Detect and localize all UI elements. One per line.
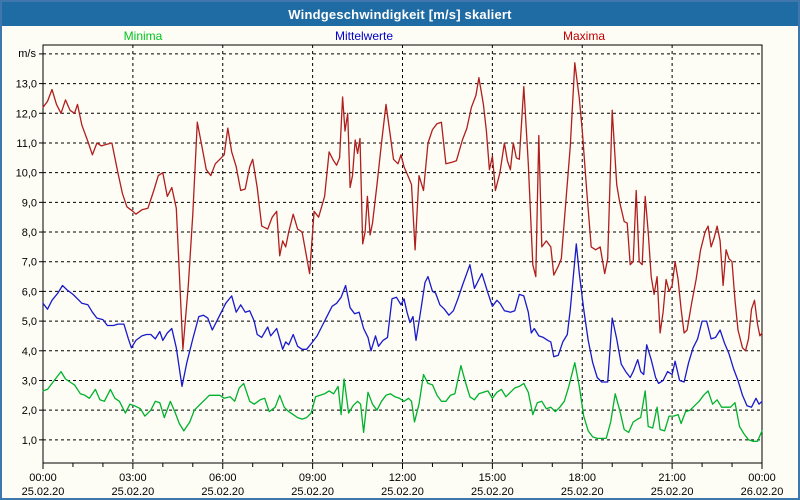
x-tick-date-label: 25.02.20 [651, 486, 694, 498]
legend-item-mittelwerte: Mittelwerte [334, 29, 394, 43]
y-tick-label: 8,0 [22, 227, 37, 239]
x-tick-time-label: 12:00 [389, 472, 417, 484]
y-tick-label: 7,0 [22, 257, 37, 269]
y-tick-label: 10,0 [16, 168, 37, 180]
x-tick-date-label: 25.02.20 [381, 486, 424, 498]
y-tick-label: 9,0 [22, 197, 37, 209]
series-line-mittelwerte [42, 243, 763, 408]
y-tick-label: 11,0 [16, 138, 37, 150]
x-tick-time-label: 09:00 [299, 472, 327, 484]
x-tick-date-label: 26.02.20 [741, 486, 784, 498]
y-tick-label: 4,0 [22, 346, 37, 358]
x-tick-time-label: 06:00 [209, 472, 237, 484]
legend-item-maxima: Maxima [562, 29, 606, 43]
y-axis-unit-label: m/s [18, 48, 36, 60]
x-tick-date-label: 25.02.20 [471, 486, 514, 498]
chart-legend: Minima Mittelwerte Maxima [2, 27, 798, 45]
x-tick-time-label: 15:00 [479, 472, 507, 484]
x-tick-date-label: 25.02.20 [291, 486, 334, 498]
series-line-minima [42, 362, 763, 442]
x-tick-time-label: 21:00 [658, 472, 686, 484]
x-tick-time-label: 00:00 [748, 472, 776, 484]
y-tick-label: 13,0 [16, 79, 37, 91]
y-tick-label: 2,0 [22, 405, 37, 417]
x-tick-time-label: 03:00 [119, 472, 147, 484]
x-tick-date-label: 25.02.20 [22, 486, 65, 498]
x-tick-date-label: 25.02.20 [561, 486, 604, 498]
series-line-maxima [42, 62, 763, 352]
legend-item-minima: Minima [123, 29, 163, 43]
y-tick-label: 6,0 [22, 286, 37, 298]
y-tick-label: 12,0 [16, 108, 37, 120]
x-tick-time-label: 18:00 [568, 472, 596, 484]
x-tick-date-label: 25.02.20 [201, 486, 244, 498]
y-tick-label: 1,0 [22, 435, 37, 447]
x-tick-time-label: 00:00 [29, 472, 57, 484]
window-title-bar: Windgeschwindigkeit [m/s] skaliert [2, 2, 798, 26]
x-tick-date-label: 25.02.20 [111, 486, 154, 498]
y-tick-label: 3,0 [22, 375, 37, 387]
y-tick-label: 5,0 [22, 316, 37, 328]
window-title: Windgeschwindigkeit [m/s] skaliert [288, 6, 512, 22]
